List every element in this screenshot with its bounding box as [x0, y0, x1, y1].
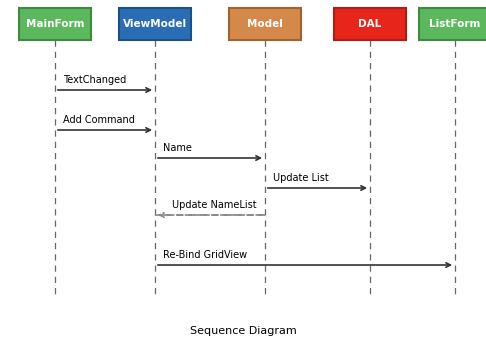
Text: Model: Model	[247, 19, 283, 29]
Bar	[19, 8, 91, 40]
Text: Update List: Update List	[273, 173, 329, 183]
Text: Name: Name	[163, 143, 192, 153]
Text: ListForm: ListForm	[429, 19, 481, 29]
Bar	[419, 8, 486, 40]
Bar	[119, 8, 191, 40]
Text: Sequence Diagram: Sequence Diagram	[190, 326, 296, 336]
Text: Re-Bind GridView: Re-Bind GridView	[163, 250, 247, 260]
Text: MainForm: MainForm	[26, 19, 84, 29]
Text: Update NameList: Update NameList	[173, 200, 257, 210]
Bar	[334, 8, 406, 40]
Bar	[229, 8, 301, 40]
Text: ViewModel: ViewModel	[123, 19, 187, 29]
Text: DAL: DAL	[358, 19, 382, 29]
Text: TextChanged: TextChanged	[63, 75, 126, 85]
Text: Add Command: Add Command	[63, 115, 135, 125]
